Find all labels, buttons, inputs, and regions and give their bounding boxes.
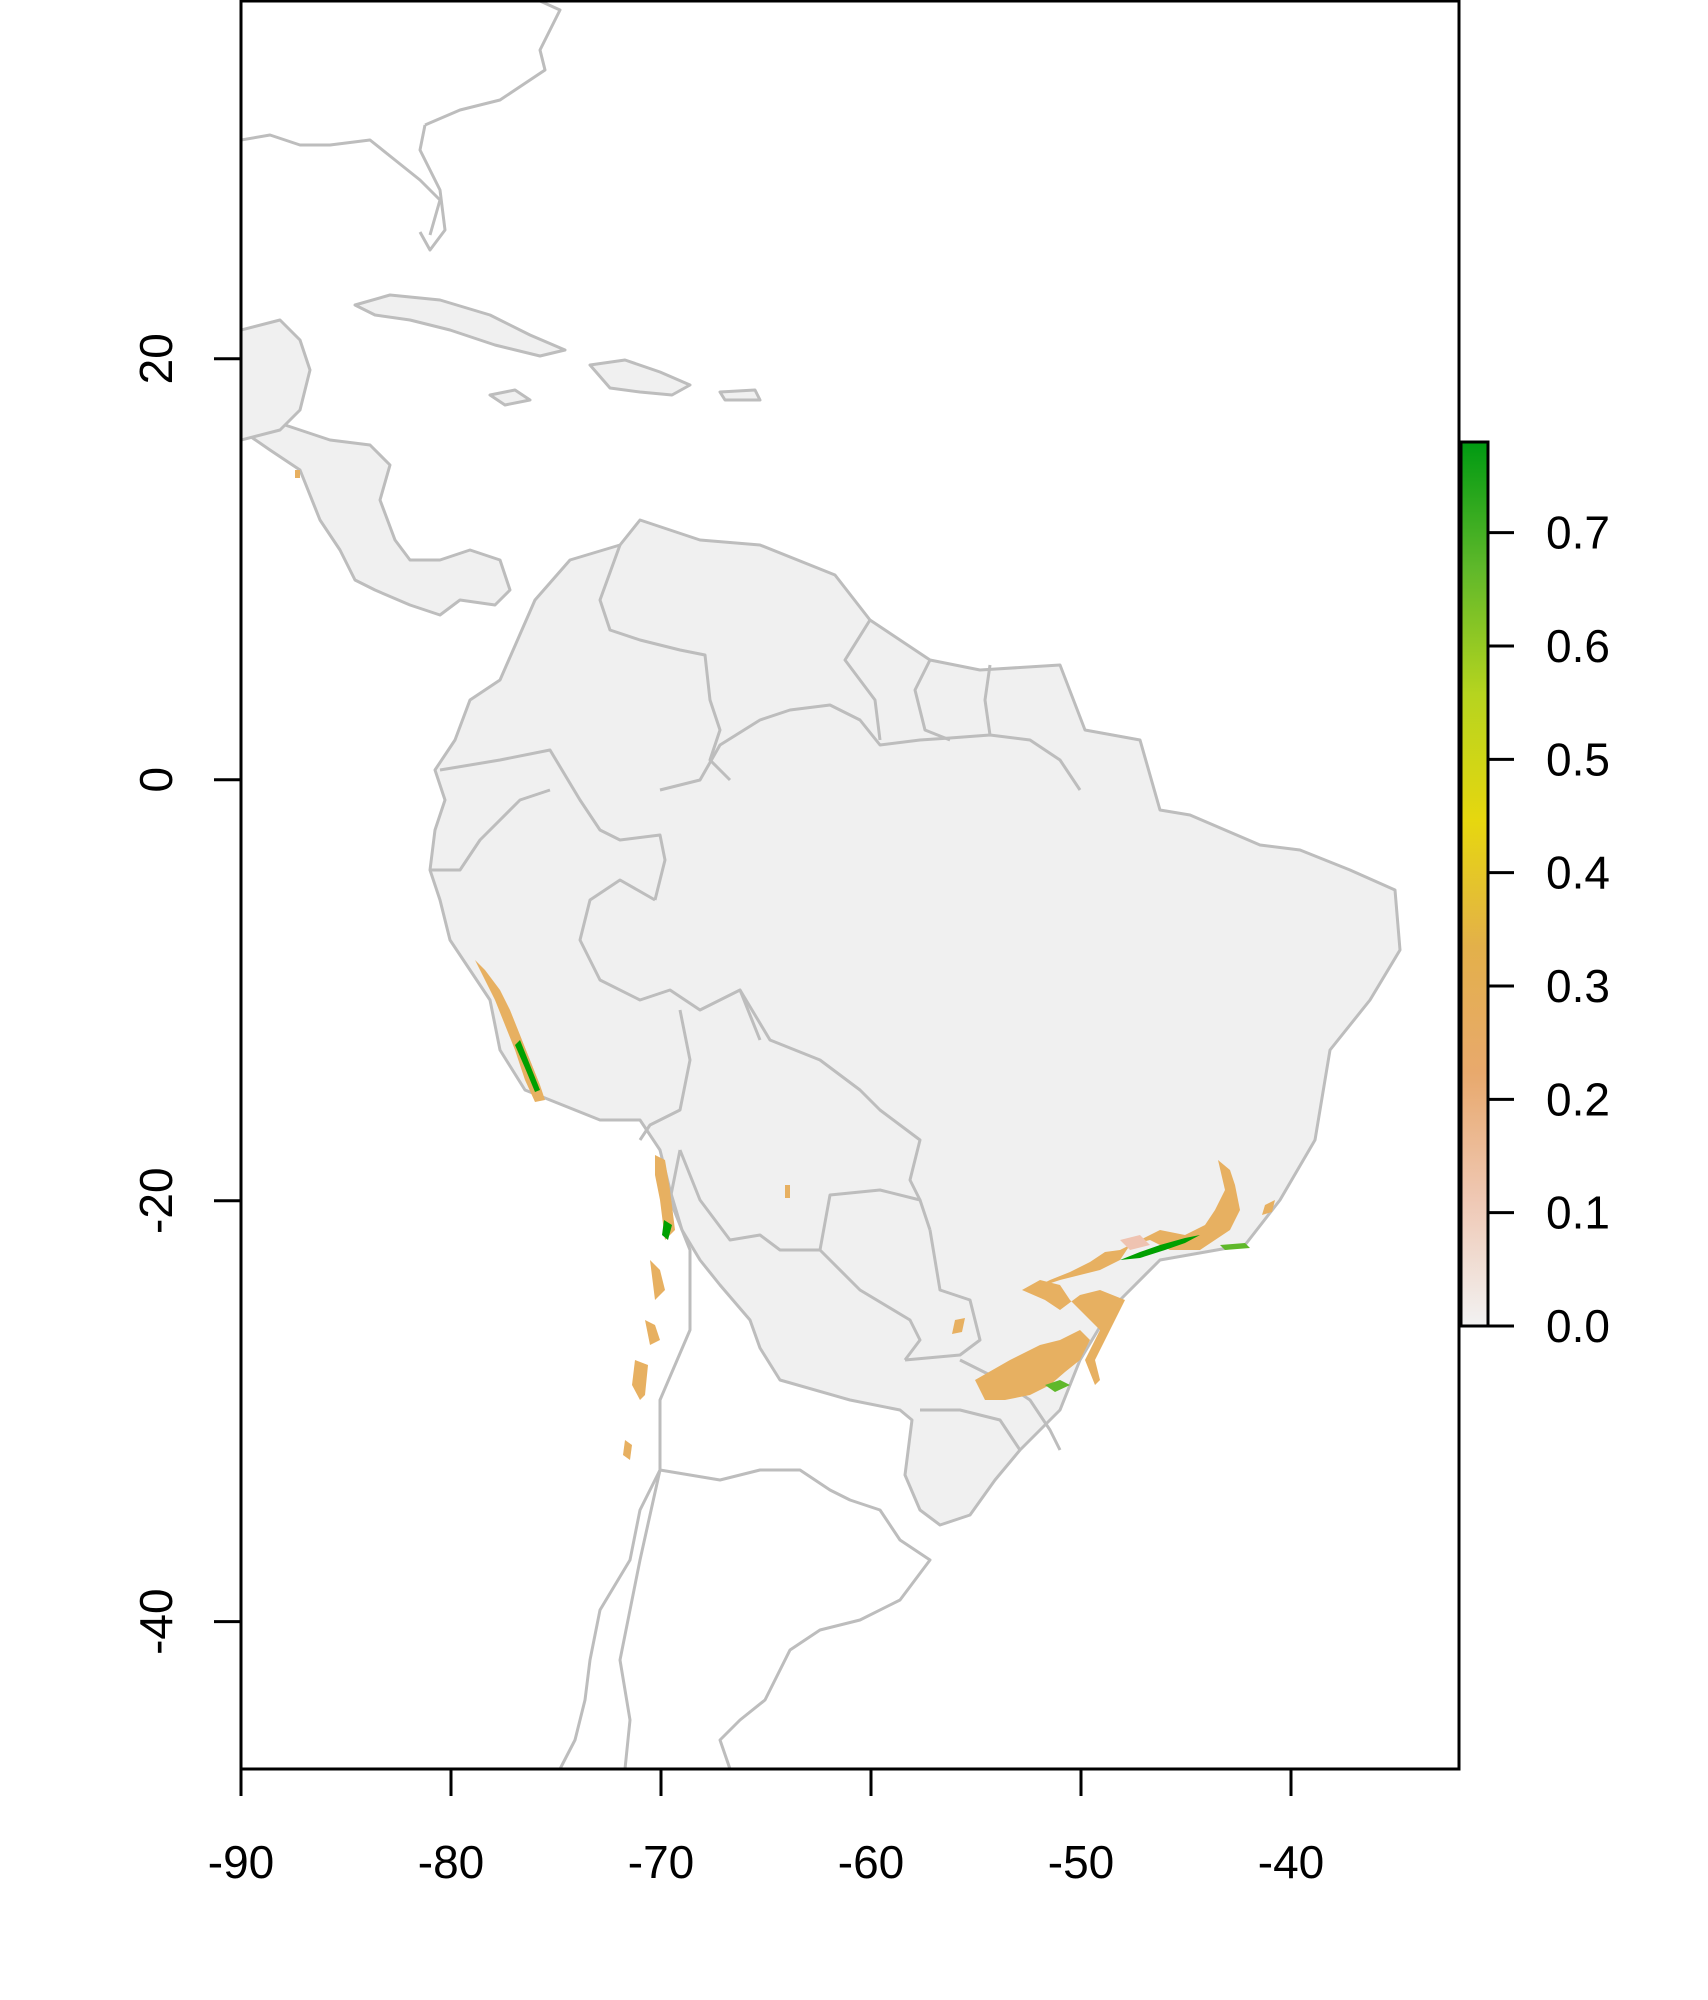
border-bolivia-argentina	[678, 1149, 820, 1252]
border-peru-brazil	[578, 878, 762, 1041]
suitability-andes-peru-green	[515, 1040, 540, 1092]
suitability-central-chile	[650, 1260, 665, 1300]
colorbar-tick-label: 0.0	[1546, 1300, 1610, 1352]
x-tick-label: -90	[208, 1836, 274, 1888]
y-axis: 20 0 -20 -40	[130, 333, 243, 1655]
y-tick-label: -40	[130, 1588, 182, 1654]
colorbar-tick-label: 0.5	[1546, 733, 1610, 785]
suitability-chile-south	[623, 1440, 632, 1460]
border-brazil-north	[659, 703, 1082, 792]
puerto-rico	[718, 388, 762, 402]
y-tick-label: -20	[130, 1167, 182, 1233]
border-colombia-peru	[439, 748, 667, 901]
colorbar-tick-label: 0.4	[1546, 847, 1610, 899]
hispaniola	[588, 358, 692, 397]
suitability-raster	[295, 470, 1275, 1460]
south-america-landmass	[428, 518, 1402, 1527]
colorbar-tick-label: 0.7	[1546, 507, 1610, 559]
suitability-rio-grande-do-sul	[975, 1330, 1090, 1400]
suitability-atacama	[655, 1155, 675, 1240]
cuba	[353, 293, 567, 358]
suitability-espirito-santo-spot	[1262, 1200, 1275, 1215]
suitability-mexico-spot	[295, 470, 300, 478]
jamaica	[488, 388, 532, 407]
map-panel	[241, 1, 1402, 1769]
border-colombia-venezuela	[598, 544, 732, 782]
suitability-coastal-high	[1120, 1235, 1200, 1260]
border-venezuela-guyana	[843, 619, 882, 741]
colorbar-tick-label: 0.6	[1546, 620, 1610, 672]
border-paraguay-brazil	[904, 1229, 982, 1362]
southern-cone	[558, 1468, 932, 1769]
suitability-coastal-green	[1220, 1243, 1250, 1250]
suitability-pink-fringe	[1120, 1235, 1150, 1250]
border-bolivia-brazil	[738, 989, 922, 1201]
border-uruguay	[920, 1408, 1022, 1451]
country-borders	[430, 544, 1082, 1769]
colorbar-tick-label: 0.2	[1546, 1073, 1610, 1125]
suitability-coquimbo	[632, 1360, 648, 1400]
mexico	[241, 318, 312, 442]
x-tick-label: -60	[838, 1836, 904, 1888]
x-tick-label: -70	[628, 1836, 694, 1888]
border-guyana-suriname	[913, 659, 951, 742]
suitability-serra-paranapiacaba	[1022, 1280, 1125, 1385]
usa-gulf-coast	[241, 133, 442, 236]
colorbar-tick-label: 0.3	[1546, 960, 1610, 1012]
x-tick-label: -80	[418, 1836, 484, 1888]
border-paraguay-argentina	[818, 1248, 922, 1361]
x-tick-label: -40	[1258, 1836, 1324, 1888]
colorbar-ramp	[1459, 440, 1490, 1328]
colorbar: 0.0 0.1 0.2 0.3 0.4 0.5 0.6 0.7	[1459, 440, 1610, 1352]
border-suriname-fguiana	[983, 664, 992, 736]
y-tick-label: 20	[130, 333, 182, 384]
central-america	[241, 418, 512, 617]
suitability-misiones	[952, 1318, 965, 1334]
x-tick-label: -50	[1048, 1836, 1114, 1888]
y-tick-label: 0	[130, 767, 182, 793]
border-peru-bolivia	[638, 1009, 692, 1141]
border-chile-argentina	[618, 1149, 692, 1769]
suitability-bolivia-spot	[785, 1185, 790, 1198]
border-bolivia-paraguay	[818, 1188, 932, 1251]
colorbar-tick-label: 0.1	[1546, 1187, 1610, 1239]
land-masses	[241, 1, 1402, 1769]
border-ecuador-peru	[430, 788, 551, 872]
suitability-central-chile-2	[645, 1320, 660, 1345]
suitability-serra-geral-high	[1045, 1380, 1070, 1392]
suitability-atacama-green	[662, 1220, 672, 1240]
florida	[418, 1, 562, 252]
x-axis: -90 -80 -70 -60 -50 -40	[208, 1767, 1324, 1888]
